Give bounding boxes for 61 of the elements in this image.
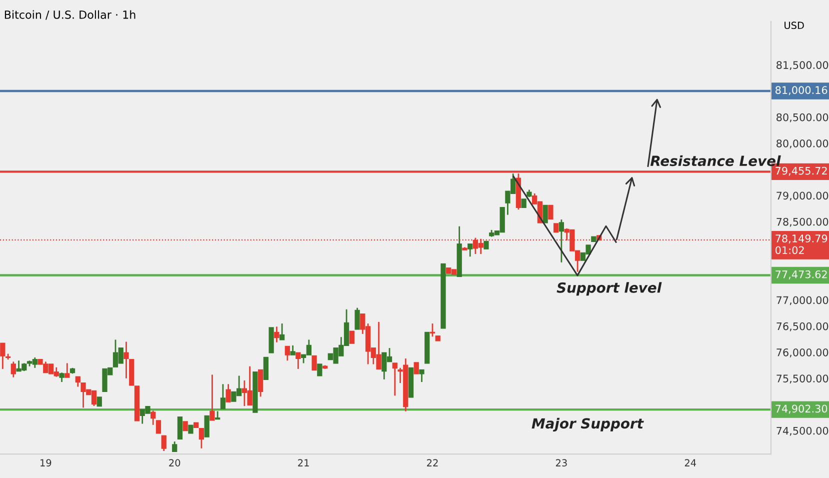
ref-line-label: 77,473.62 (776, 270, 827, 280)
y-tick-label: 76,000.00 (776, 348, 828, 358)
x-tick-label: 23 (556, 459, 567, 466)
ref-line-label: 81,000.16 (776, 86, 828, 96)
candlestick (59, 372, 64, 383)
candlestick (172, 440, 178, 452)
annotation: Support level (556, 282, 662, 296)
candlestick (317, 364, 322, 376)
candlestick (210, 374, 215, 421)
candlestick (548, 204, 554, 220)
candlestick (274, 326, 280, 343)
candlestick (177, 416, 183, 440)
x-tick-label: 24 (684, 459, 696, 466)
y-tick-label: 80,000.00 (776, 139, 828, 148)
x-tick-label: 19 (40, 459, 52, 466)
y-tick-label: 78,500.00 (776, 218, 828, 227)
candlestick (414, 362, 419, 374)
x-tick-label: 20 (169, 459, 180, 466)
y-tick-label: 79,000.00 (776, 192, 828, 201)
candlestick (10, 360, 16, 378)
candlestick (468, 243, 473, 258)
chart-title: Bitcoin / U.S. Dollar · 1h (4, 10, 136, 20)
ref-line-label: 78,149.79 01:02 (776, 234, 828, 254)
annotation: Major Support (532, 418, 644, 432)
y-tick-label: 75,500.00 (776, 374, 828, 384)
candlestick (124, 341, 129, 380)
candlestick (279, 322, 285, 340)
candlestick (284, 346, 290, 362)
candlestick (290, 344, 296, 356)
candlestick (542, 204, 548, 224)
x-tick-label: 21 (298, 459, 309, 466)
candlestick (220, 383, 226, 410)
candlestick (354, 307, 360, 330)
candlestick (226, 383, 231, 403)
y-axis-title: USD (784, 22, 804, 30)
candlestick (296, 352, 301, 370)
annotation: Resistance Level (650, 155, 781, 166)
x-tick-label: 22 (427, 459, 438, 466)
candlestick (161, 435, 166, 452)
candlestick (0, 342, 6, 370)
y-tick-label: 80,500.00 (776, 113, 828, 122)
candlestick (156, 420, 162, 434)
candlestick (64, 362, 70, 378)
candlestick (198, 428, 204, 450)
candlestick (150, 410, 156, 426)
candlestick (75, 376, 80, 388)
y-tick-label: 76,500.00 (776, 322, 828, 332)
candlestick (558, 218, 564, 264)
y-tick-label: 81,500.00 (776, 61, 828, 70)
candlestick (349, 330, 354, 344)
candlestick (430, 322, 436, 338)
candlestick (419, 369, 424, 383)
candlestick (204, 415, 210, 438)
candlestick (312, 355, 317, 371)
ref-line-label: 79,455.72 (776, 166, 827, 176)
candlestick (263, 356, 268, 380)
y-tick-label: 77,000.00 (776, 296, 828, 306)
candlestick (392, 362, 398, 396)
candlestick (258, 369, 264, 398)
y-tick-label: 74,500.00 (776, 426, 828, 436)
ref-line-label: 74,902.30 (776, 404, 828, 414)
